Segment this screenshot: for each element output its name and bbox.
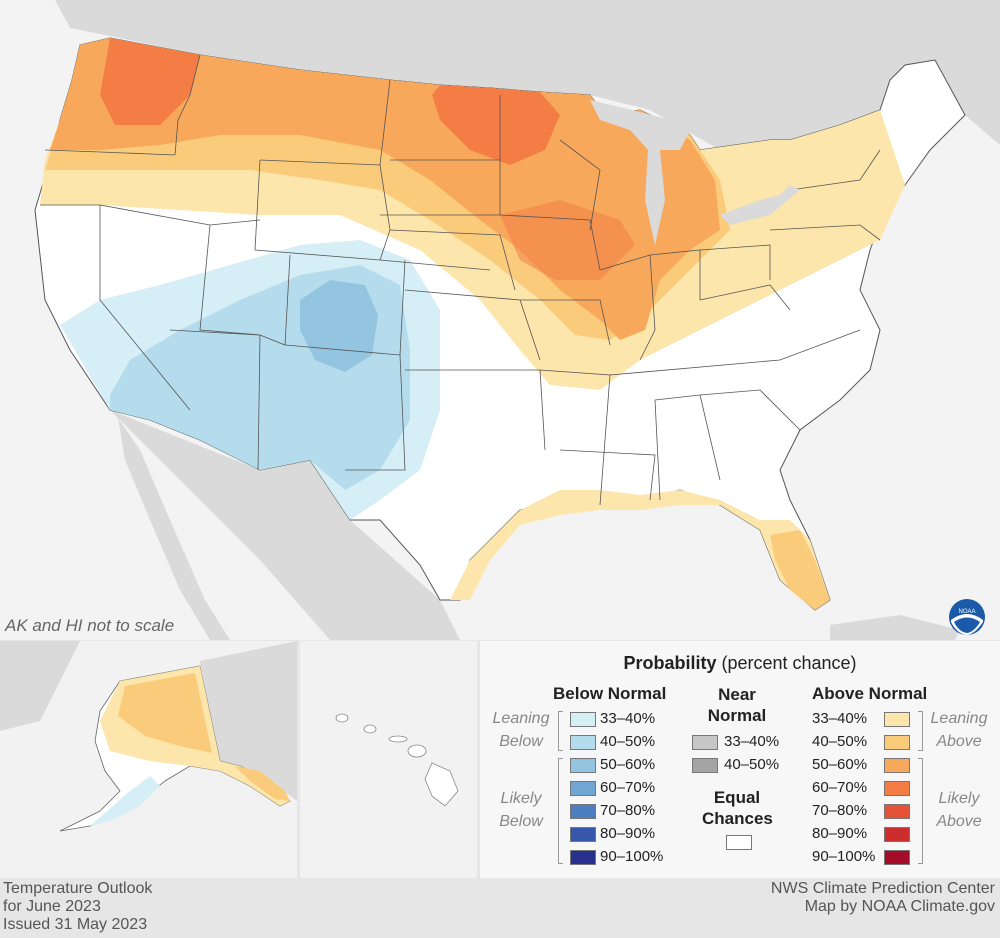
above-normal-label: 40–50% — [812, 733, 868, 750]
near-normal-swatch — [692, 758, 718, 773]
hawaii-map — [335, 713, 459, 807]
leaning-below-line1: Leaning — [492, 710, 550, 727]
leaning-above-line1: Leaning — [930, 710, 988, 727]
above-normal-label: 60–70% — [812, 779, 868, 796]
conus-temperature-map — [0, 0, 1000, 640]
likely-above-label: Likely Above — [924, 787, 994, 833]
above-normal-header: Above Normal — [812, 684, 928, 703]
above-normal-label: 33–40% — [812, 710, 868, 727]
leaning-below-bracket — [558, 711, 563, 751]
oahu-island — [363, 724, 377, 734]
below-normal-swatch — [570, 804, 596, 819]
above-normal-swatch — [884, 850, 910, 865]
below-normal-label: 90–100% — [600, 848, 664, 865]
near-normal-header: Near Normal — [702, 684, 772, 726]
leaning-below-label: Leaning Below — [486, 707, 556, 753]
below-normal-label: 40–50% — [600, 733, 656, 750]
below-normal-swatch — [570, 827, 596, 842]
map-note: AK and HI not to scale — [5, 616, 175, 635]
near-normal-label: 33–40% — [724, 733, 780, 750]
mexico-land — [110, 410, 460, 640]
below-normal-label: 70–80% — [600, 802, 656, 819]
credit-caption: NWS Climate Prediction Center Map by NOA… — [771, 880, 995, 916]
legend-title-bold: Probability — [623, 653, 717, 673]
outlook-caption: Temperature Outlook for June 2023 Issued… — [3, 880, 152, 934]
above-normal-swatch — [884, 712, 910, 727]
below-normal-swatch — [570, 758, 596, 773]
below-normal-label: 50–60% — [600, 756, 656, 773]
below-50-60-core — [300, 280, 378, 372]
below-normal-swatch — [570, 735, 596, 750]
alaska-inset — [0, 641, 297, 878]
likely-above-line1: Likely — [938, 790, 980, 807]
near-normal-line1: Near — [718, 685, 756, 704]
above-normal-label: 50–60% — [812, 756, 868, 773]
florida-above-40-50 — [770, 530, 830, 610]
above-normal-swatch — [884, 827, 910, 842]
likely-below-label: Likely Below — [486, 787, 556, 833]
below-normal-label: 80–90% — [600, 825, 656, 842]
outlook-period: for June 2023 — [3, 898, 101, 915]
below-normal-header: Below Normal — [553, 684, 667, 703]
noaa-logo-icon: NOAA — [949, 599, 985, 635]
canada-land — [55, 0, 1000, 150]
likely-above-line2: Above — [936, 813, 982, 830]
russia-land — [0, 641, 80, 731]
alaska-leaning-below — [90, 776, 160, 826]
likely-below-line1: Likely — [500, 790, 542, 807]
baja-peninsula — [118, 418, 230, 640]
leaning-above-bracket — [918, 711, 923, 751]
above-normal-label: 70–80% — [812, 802, 868, 819]
legend-title-rest: (percent chance) — [716, 653, 857, 673]
maui-island — [407, 744, 427, 758]
svg-text:NOAA: NOAA — [958, 609, 975, 615]
likely-above-bracket — [918, 758, 923, 864]
above-60-70-midwest — [500, 200, 635, 280]
equal-chances-swatch — [726, 835, 752, 850]
leaning-below-line2: Below — [499, 733, 543, 750]
lake-erie-ontario — [720, 185, 800, 225]
outlook-issued-date: Issued 31 May 2023 — [3, 916, 148, 933]
above-normal-label: 80–90% — [812, 825, 868, 842]
state-boundaries — [40, 54, 881, 506]
equal-chances-line1: Equal — [713, 788, 761, 807]
credit-map-by: Map by NOAA Climate.gov — [804, 898, 995, 915]
hawaii-inset — [300, 641, 477, 878]
near-normal-swatch — [692, 735, 718, 750]
below-normal-swatch — [570, 781, 596, 796]
alaska-map — [0, 641, 297, 832]
alaska-above-40-50 — [118, 673, 212, 753]
near-normal-label: 40–50% — [724, 756, 780, 773]
below-normal-label: 60–70% — [600, 779, 656, 796]
above-normal-swatch — [884, 758, 910, 773]
above-normal-swatch — [884, 804, 910, 819]
legend: Probability (percent chance) Below Norma… — [480, 641, 1000, 878]
above-60-70-nw — [100, 38, 200, 125]
above-normal-swatch — [884, 735, 910, 750]
legend-title: Probability (percent chance) — [480, 653, 1000, 674]
above-normal-swatch — [884, 781, 910, 796]
below-normal-label: 33–40% — [600, 710, 656, 727]
molokai-island — [388, 735, 408, 743]
kauai-island — [335, 713, 349, 723]
alaska-panhandle-above — [235, 766, 290, 801]
cuba-land — [830, 615, 960, 640]
leaning-above-line2: Above — [936, 733, 982, 750]
above-60-70-north-central — [432, 85, 560, 165]
outlook-title: Temperature Outlook — [3, 880, 153, 897]
canada-land-ak — [200, 641, 297, 801]
below-normal-swatch — [570, 850, 596, 865]
big-island — [424, 762, 459, 807]
equal-chances-label: Equal Chances — [702, 787, 773, 829]
great-lakes — [590, 100, 690, 245]
leaning-above-label: Leaning Above — [924, 707, 994, 753]
below-normal-swatch — [570, 712, 596, 727]
above-normal-label: 90–100% — [812, 848, 876, 865]
equal-chances-line2: Chances — [702, 809, 773, 828]
credit-source: NWS Climate Prediction Center — [770, 880, 995, 897]
likely-below-line2: Below — [499, 813, 543, 830]
near-normal-line2: Normal — [707, 706, 767, 725]
likely-below-bracket — [558, 758, 563, 864]
